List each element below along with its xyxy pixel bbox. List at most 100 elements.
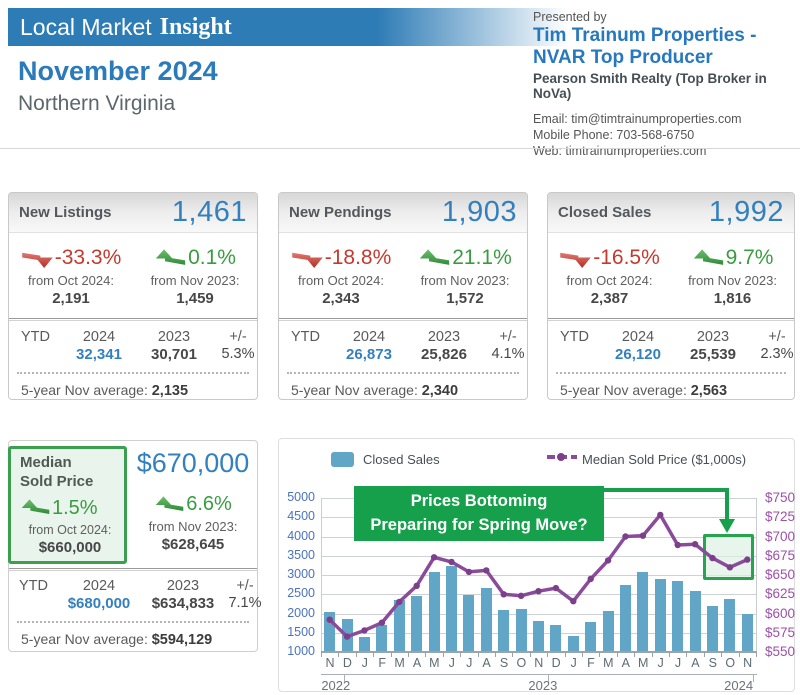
brand-title-insight: Insight — [159, 13, 232, 40]
year-axis-line — [321, 674, 757, 675]
closed-sales-bar — [463, 594, 475, 652]
closed-sales-bar — [602, 611, 614, 652]
month-axis-label: A — [482, 656, 491, 670]
avg-value: 2,563 — [690, 383, 728, 399]
month-tick — [634, 653, 636, 657]
month-tick — [425, 653, 427, 657]
month-tick — [599, 653, 601, 657]
mom-label: from Oct 2024: — [28, 273, 114, 288]
month-over-month: -16.5% from Oct 2024: 2,387 — [548, 233, 671, 307]
median-current: $670,000 6.6% from Nov 2023: $628,645 — [129, 448, 257, 553]
month-tick — [756, 653, 757, 657]
presenter-company: Pearson Smith Realty (Top Broker in NoVa… — [533, 71, 767, 102]
month-axis-label: J — [361, 656, 368, 670]
up-arrow-icon — [155, 495, 184, 511]
col-2023: 2023 — [157, 329, 191, 345]
year-over-year: 9.7% from Nov 2023: 1,816 — [671, 233, 794, 307]
month-axis-label: S — [499, 656, 509, 670]
median-price-point — [674, 541, 681, 549]
avg-label: 5-year Nov average: — [21, 631, 148, 647]
median-price-point — [604, 557, 612, 564]
stat-card-new-pendings: New Pendings 1,903 -18.8% from Oct 2024:… — [278, 192, 528, 400]
month-axis-label: J — [657, 656, 664, 670]
month-tick — [669, 653, 670, 657]
month-axis-label: S — [708, 656, 717, 670]
left-axis-tick-label: 2000 — [287, 605, 315, 620]
down-arrow-icon — [560, 252, 591, 268]
presenter-name-line1: Tim Trainum Properties - — [533, 25, 757, 46]
ytd-2024-value: 26,120 — [615, 346, 661, 363]
ytd-label: YTD — [291, 329, 320, 345]
mom-label: from Oct 2024: — [566, 273, 653, 288]
five-year-average: 5-year Nov average: 2,563 — [548, 374, 794, 399]
left-axis-tick-label: 4500 — [287, 509, 315, 524]
up-arrow-icon — [155, 248, 186, 265]
median-price-point — [448, 558, 455, 566]
presenter-name-line2: NVAR Top Producer — [533, 47, 713, 69]
year-axis-label: 2023 — [528, 678, 558, 693]
annotation-line1: Prices Bottoming — [410, 492, 548, 511]
report-month: November 2024 — [18, 56, 218, 86]
closed-sales-bar — [428, 572, 440, 652]
dotted-separator — [287, 372, 519, 374]
separator — [279, 318, 527, 321]
month-tick — [547, 653, 549, 657]
month-tick — [512, 653, 514, 657]
card-title: Closed Sales — [558, 204, 652, 221]
median-value: $670,000 — [136, 448, 250, 478]
year-over-year: 21.1% from Nov 2023: 1,572 — [403, 233, 527, 307]
up-arrow-icon — [693, 248, 723, 265]
closed-sales-bar — [324, 611, 336, 652]
mom-label: from Oct 2024: — [28, 522, 112, 537]
avg-value: 2,340 — [421, 383, 459, 399]
closed-sales-bar — [341, 619, 353, 652]
month-axis-label: O — [725, 656, 736, 670]
median-price-legend-label: Median Sold Price ($1,000s) — [582, 452, 747, 467]
ytd-2024-value: 32,341 — [76, 346, 122, 363]
ytd-label: YTD — [21, 329, 50, 345]
mom-value: 2,343 — [322, 290, 360, 307]
median-price-point — [413, 582, 420, 589]
yoy-label: from Nov 2023: — [688, 273, 777, 288]
month-tick — [616, 653, 618, 657]
closed-sales-bar — [515, 608, 527, 652]
down-arrow-icon — [21, 252, 53, 268]
month-axis-label: J — [570, 656, 577, 670]
closed-sales-bar — [585, 621, 597, 652]
yoy-value: 1,572 — [446, 290, 484, 307]
ytd-2023-value: 25,539 — [690, 346, 736, 363]
left-axis-tick-label: 3000 — [287, 567, 315, 581]
x-axis-line — [321, 651, 757, 653]
closed-sales-bar — [533, 620, 544, 652]
closed-sales-bar — [637, 571, 649, 652]
left-axis-tick-label: 3500 — [287, 547, 315, 562]
avg-label: 5-year Nov average: — [560, 382, 687, 398]
avg-value: $594,129 — [151, 632, 213, 648]
card-header: New Pendings 1,903 — [279, 193, 527, 233]
col-2023: 2023 — [427, 329, 461, 345]
median-title: Median Sold Price — [20, 454, 94, 490]
month-tick — [529, 653, 531, 657]
year-over-year: 0.1% from Nov 2023: 1,459 — [133, 233, 257, 307]
closed-sales-bar — [480, 587, 492, 652]
closed-sales-bar — [567, 636, 579, 652]
month-tick — [390, 653, 392, 657]
presented-by-label: Presented by — [533, 10, 607, 24]
col-diff: +/- — [229, 329, 247, 345]
mom-percent: -18.8% — [324, 246, 392, 269]
closed-sales-legend-swatch — [331, 452, 354, 467]
month-axis-label: D — [551, 656, 561, 670]
card-compare: -18.8% from Oct 2024: 2,343 21.1% from N… — [279, 233, 527, 307]
gridline — [321, 555, 756, 557]
month-tick — [321, 653, 322, 657]
chart-panel: Closed Sales Median Sold Price ($1,000s)… — [278, 438, 795, 693]
col-diff: +/- — [499, 329, 517, 345]
brand-title: Local Market — [20, 13, 152, 40]
closed-sales-bar — [411, 596, 423, 652]
year-tick — [344, 674, 346, 682]
yoy-percent: 21.1% — [452, 246, 512, 269]
ytd-label: YTD — [19, 578, 48, 594]
ytd-2024-value: $680,000 — [67, 595, 131, 612]
yoy-percent: 9.7% — [725, 246, 774, 269]
